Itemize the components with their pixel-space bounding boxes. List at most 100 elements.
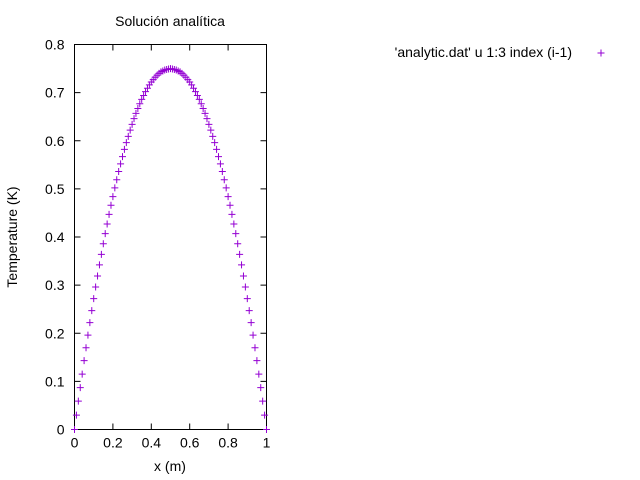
- data-point: [249, 331, 257, 339]
- data-point: [205, 120, 213, 128]
- data-point: [90, 295, 98, 303]
- plot-frame: [74, 44, 267, 430]
- data-point: [128, 120, 136, 128]
- x-tick-label: 0.6: [180, 435, 200, 451]
- legend-marker-plus: [597, 49, 605, 57]
- data-point: [224, 193, 232, 201]
- data-point: [207, 126, 215, 134]
- y-tick-label: 0.4: [45, 229, 65, 245]
- data-point: [216, 160, 224, 168]
- data-point: [101, 230, 109, 238]
- data-point: [193, 92, 201, 100]
- data-point: [94, 272, 102, 280]
- data-point: [97, 250, 105, 258]
- data-point: [232, 230, 240, 238]
- data-point: [71, 426, 78, 433]
- data-point: [140, 92, 148, 100]
- data-point: [88, 307, 96, 315]
- data-point: [218, 168, 226, 176]
- data-point: [257, 384, 265, 392]
- legend: 'analytic.dat' u 1:3 index (i-1): [395, 44, 605, 60]
- data-point: [136, 100, 144, 108]
- data-point: [199, 105, 207, 113]
- data-point: [86, 319, 94, 327]
- y-tick-label: 0.5: [45, 181, 65, 197]
- data-point: [195, 95, 203, 103]
- data-point: [213, 145, 221, 153]
- data-point: [76, 384, 84, 392]
- data-point: [201, 109, 209, 117]
- data-point: [211, 139, 219, 147]
- data-point: [220, 176, 228, 184]
- data-point: [239, 272, 247, 280]
- data-point: [138, 95, 146, 103]
- data-point: [124, 132, 132, 140]
- data-point: [111, 184, 119, 192]
- data-point: [115, 168, 123, 176]
- data-point: [109, 193, 117, 201]
- data-point: [197, 100, 205, 108]
- data-point: [74, 397, 82, 405]
- data-point: [132, 109, 140, 117]
- data-point: [203, 115, 211, 123]
- data-point: [105, 210, 113, 218]
- data-point: [80, 357, 88, 365]
- data-point: [99, 240, 107, 248]
- y-tick-label: 0.8: [45, 37, 65, 53]
- y-tick-label: 0.3: [45, 277, 65, 293]
- data-point: [191, 88, 199, 96]
- x-tick-label: 0.2: [103, 435, 123, 451]
- data-point: [103, 220, 111, 228]
- legend-marker: [597, 49, 605, 57]
- y-tick-label: 0.7: [45, 85, 65, 101]
- chart-title: Solución analítica: [115, 13, 225, 29]
- data-point: [107, 201, 115, 209]
- data-point: [130, 115, 138, 123]
- data-point: [241, 283, 249, 291]
- data-point: [247, 319, 255, 327]
- data-point: [126, 126, 134, 134]
- data-point: [95, 261, 103, 269]
- data-point: [228, 210, 236, 218]
- data-point: [222, 184, 230, 192]
- data-point: [253, 357, 261, 365]
- data-point: [226, 201, 234, 209]
- data-point: [117, 160, 125, 168]
- data-point: [263, 426, 270, 433]
- data-point: [209, 132, 217, 140]
- data-point: [84, 331, 92, 339]
- y-tick-label: 0.2: [45, 325, 65, 341]
- data-point: [236, 250, 244, 258]
- data-point: [251, 344, 259, 352]
- data-point: [113, 176, 121, 184]
- x-tick-label: 1: [263, 435, 271, 451]
- data-point: [119, 153, 126, 161]
- data-points: [71, 65, 270, 433]
- data-point: [255, 370, 263, 378]
- data-point: [259, 397, 267, 405]
- x-axis-label: x (m): [154, 458, 186, 474]
- y-tick-label: 0.6: [45, 133, 65, 149]
- y-tick-label: 0: [57, 422, 65, 438]
- y-tick-label: 0.1: [45, 373, 65, 389]
- x-tick-label: 0.4: [142, 435, 162, 451]
- data-point: [92, 283, 100, 291]
- data-point: [120, 145, 128, 153]
- data-point: [243, 295, 251, 303]
- data-point: [215, 153, 222, 161]
- legend-label: 'analytic.dat' u 1:3 index (i-1): [395, 44, 572, 60]
- x-tick-label: 0.8: [218, 435, 238, 451]
- x-tick-label: 0: [71, 435, 79, 451]
- data-point: [261, 411, 269, 419]
- data-point: [134, 105, 142, 113]
- data-point: [122, 139, 130, 147]
- data-point: [245, 307, 253, 315]
- data-point: [238, 261, 246, 269]
- data-point: [72, 411, 80, 419]
- y-axis-label: Temperature (K): [4, 186, 20, 287]
- data-point: [234, 240, 242, 248]
- data-point: [230, 220, 238, 228]
- data-point: [82, 344, 90, 352]
